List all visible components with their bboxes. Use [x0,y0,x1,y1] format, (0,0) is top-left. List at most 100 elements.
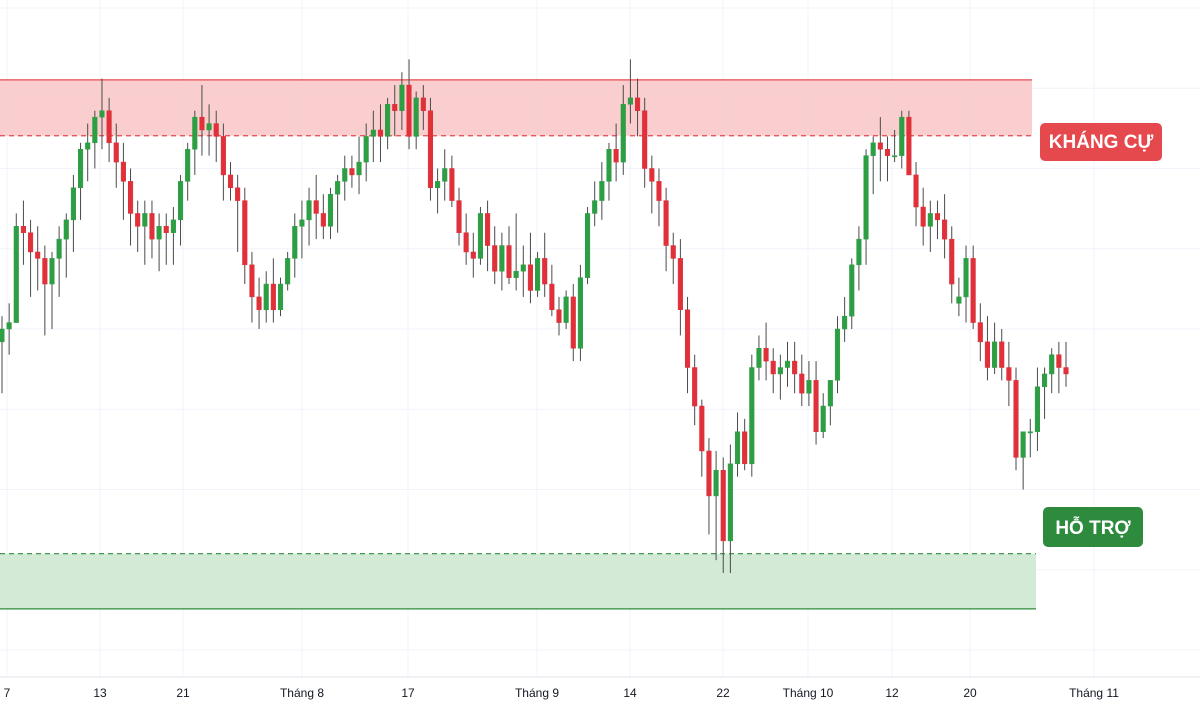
candle-body [863,155,869,240]
candle [920,187,926,246]
candle-body [299,219,305,227]
candle [684,296,691,394]
candle [613,123,619,182]
candle-body [99,110,105,118]
candle [63,213,69,278]
resistance-label: KHÁNG CỰ [1049,131,1154,153]
candle [656,168,662,227]
candle [856,226,862,291]
candle [377,104,384,163]
candle-body [585,213,591,278]
candle-body [1020,431,1026,458]
candle [456,187,462,246]
candle [892,129,898,163]
candle [627,59,633,124]
candle [677,239,683,336]
candle-body [620,104,626,163]
candle [956,277,962,317]
candle-body [499,245,505,272]
x-tick-label: 7 [4,686,11,700]
candle [692,354,698,426]
candle [85,123,91,182]
candle [413,91,419,150]
candle [1056,341,1062,394]
candle [1063,341,1069,387]
candle [777,354,783,400]
zone-labels: KHÁNG CỰ HỖ TRỢ [1040,123,1162,547]
candle [292,213,298,278]
candle [442,149,448,201]
candle [435,168,441,214]
candle [585,207,591,285]
candle [356,136,362,195]
candle [313,174,319,240]
candle [535,251,541,297]
candle-body [456,200,462,233]
candle-body [349,168,355,176]
candle-body [385,104,391,137]
candle-body [677,258,683,310]
candle [163,213,169,265]
candle-body [827,380,833,407]
candle-body [563,296,569,323]
candle [1049,348,1055,394]
candle [0,316,5,394]
candles [0,59,1069,573]
candle [70,174,76,252]
candle-body [899,116,905,156]
candle-body [263,283,269,310]
x-tick-label: Tháng 11 [1069,686,1119,700]
candle-body [427,110,434,189]
candle [213,110,219,163]
candle-body [920,206,926,227]
candle [1006,341,1012,407]
candle [406,59,412,150]
candle [863,149,869,265]
candle [35,226,41,291]
candle-body [684,309,691,368]
candle [870,136,876,195]
candle [470,232,476,278]
candle [306,187,312,246]
candle [56,226,62,297]
candle [285,251,291,291]
x-tick-label: Tháng 10 [783,686,834,700]
candle-body [706,450,712,497]
candle [563,290,569,329]
candle [170,207,176,265]
candle-body [163,226,169,233]
candle [877,117,883,182]
candle-body [199,116,205,131]
candle [1027,418,1033,458]
candle-body [934,213,941,221]
candle [206,104,212,156]
candle [599,162,605,220]
candle-body [320,213,326,227]
candle [227,162,234,201]
candle [385,97,391,150]
candle [335,174,341,233]
candle-body [870,142,876,156]
candle-body [42,258,48,285]
candle-body [270,283,276,310]
candle [299,200,305,259]
candle-body [392,104,398,111]
candle-body [692,367,698,407]
candle [185,142,191,201]
candle-body [6,322,12,330]
candle [663,187,669,272]
candle [927,200,933,252]
candle [506,226,512,285]
candle [513,213,519,291]
candle-body [0,328,5,343]
candle-body [927,213,933,227]
candle-body [177,181,184,221]
candle-body [142,213,148,227]
candle [92,110,98,169]
candle-body [713,469,719,497]
candle-body [106,110,112,144]
candle-body [777,367,783,375]
candle [820,393,826,439]
candle-body [913,174,919,208]
candle [934,200,941,240]
